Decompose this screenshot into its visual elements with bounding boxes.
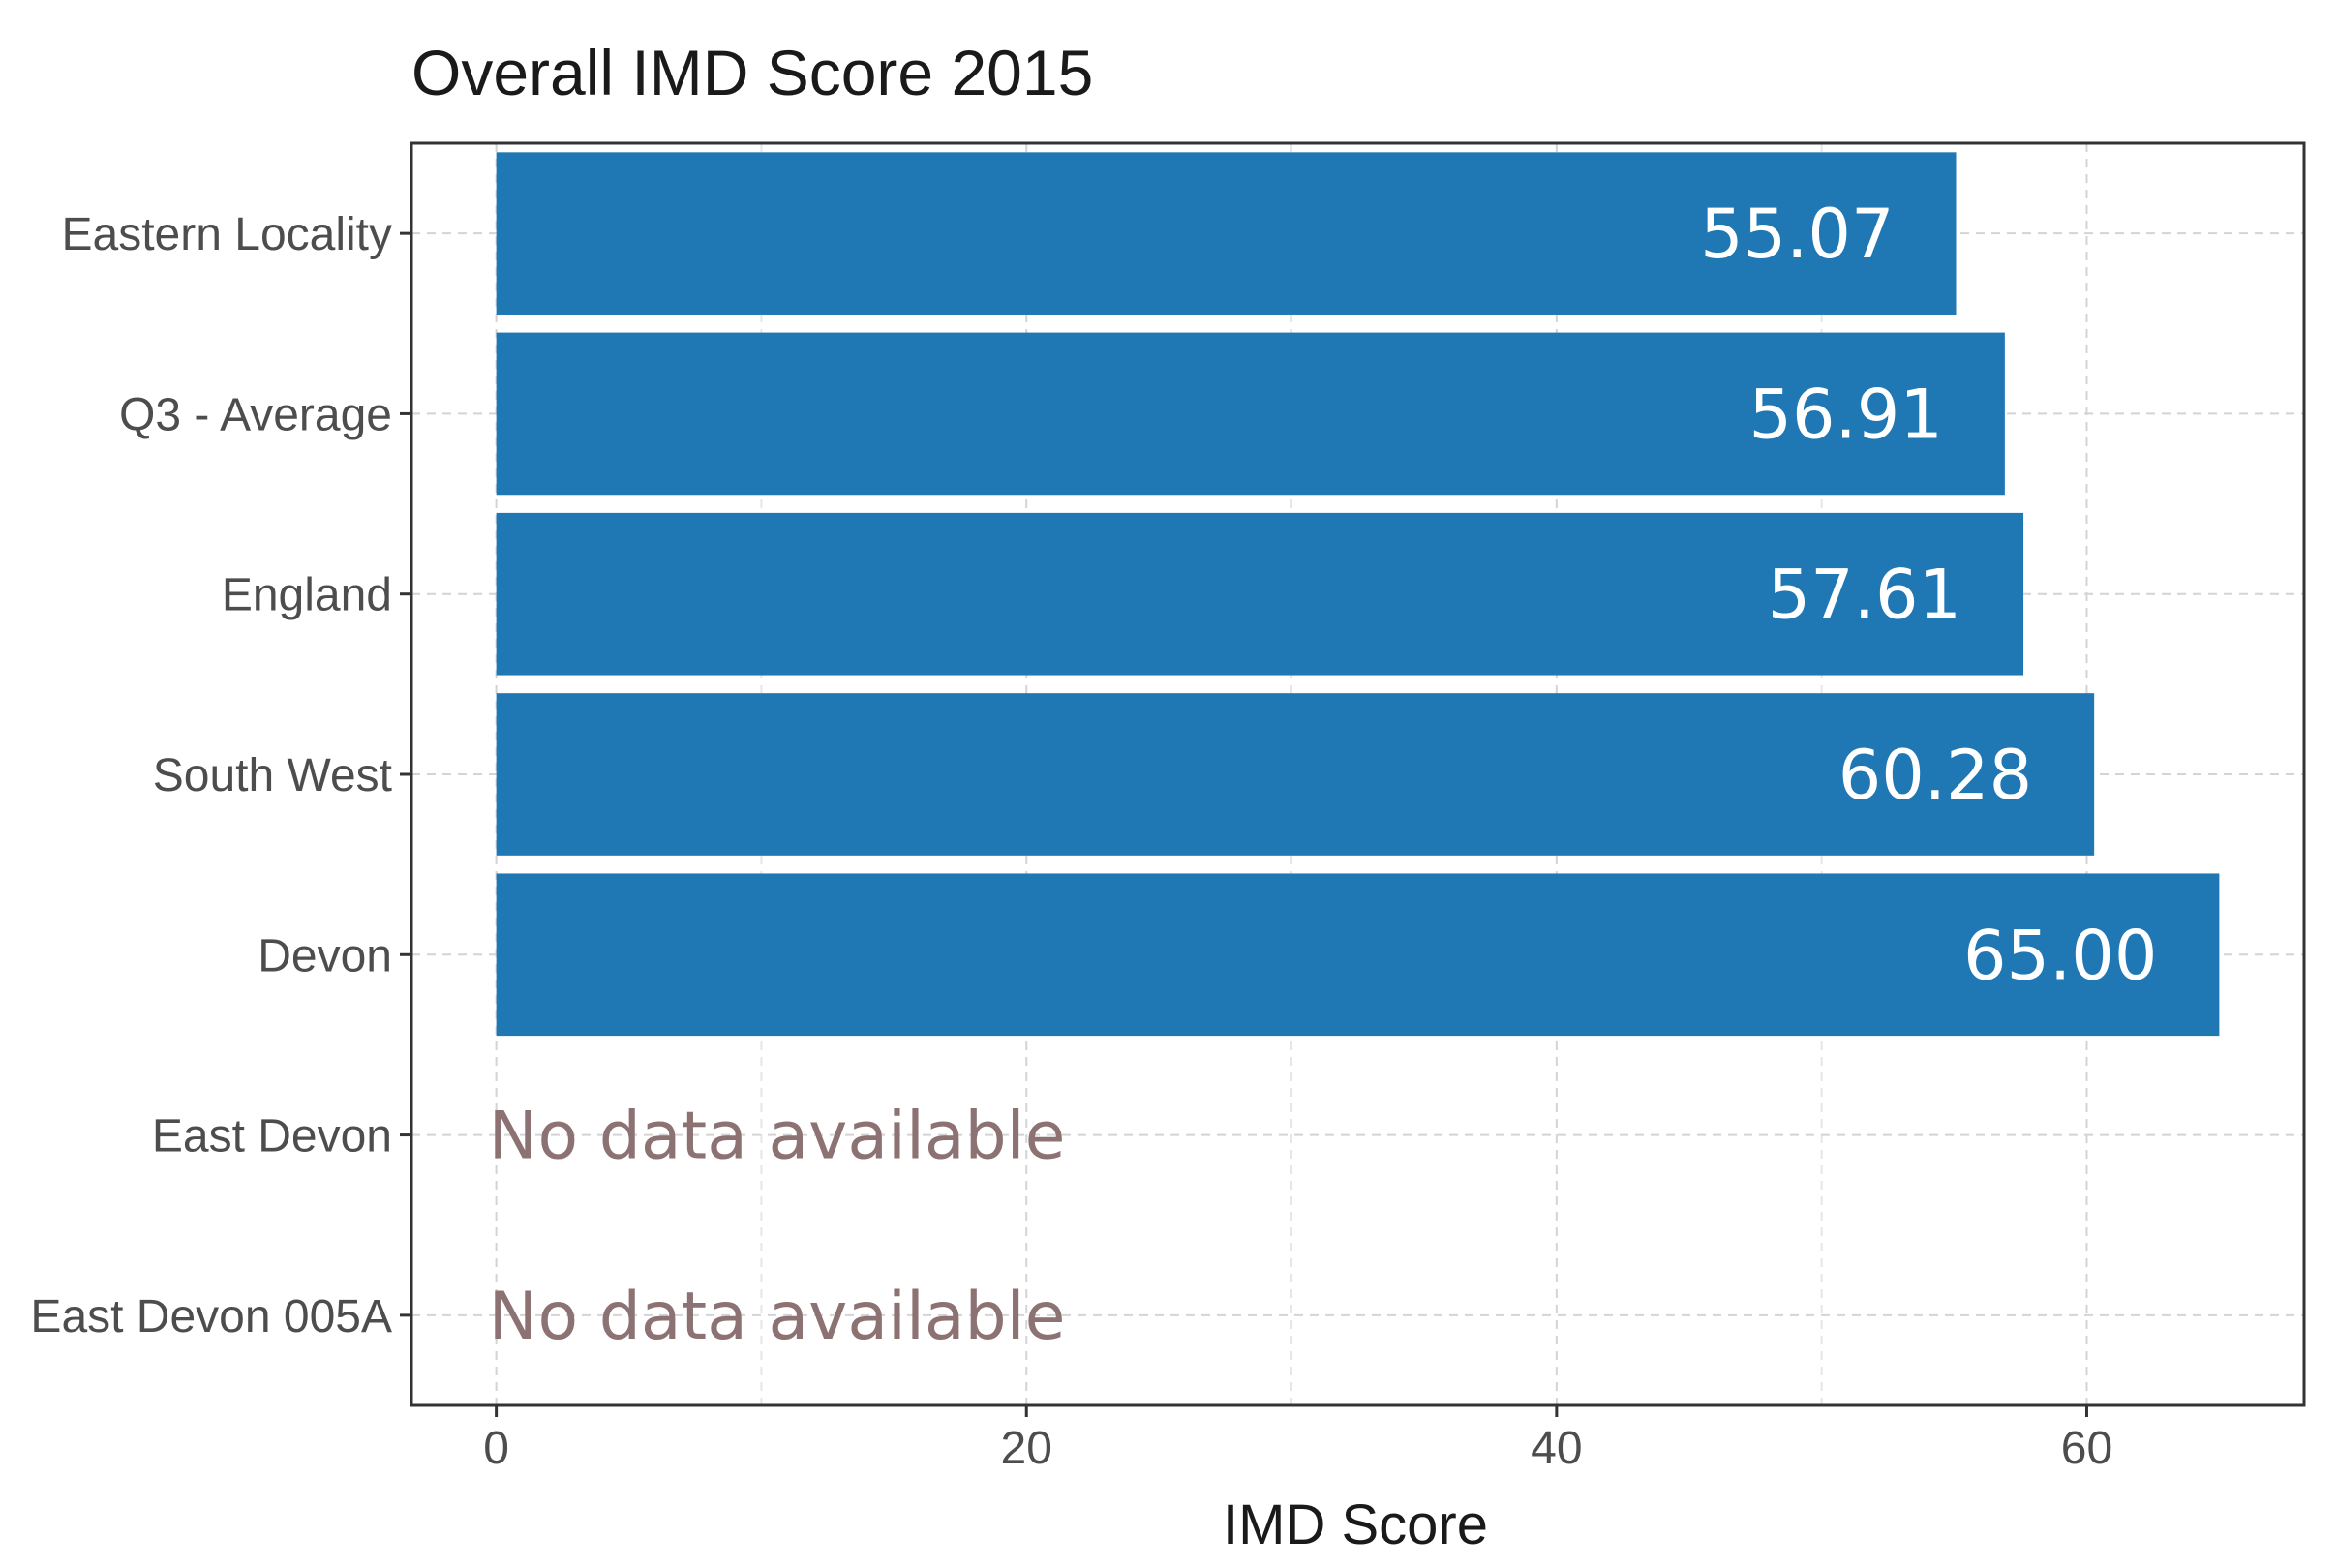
y-tick-label: England [222, 570, 392, 621]
x-tick-label: 40 [1531, 1423, 1582, 1474]
x-tick-label: 20 [1001, 1423, 1052, 1474]
bar-value-label: 65.00 [1963, 916, 2157, 995]
y-tick-label: South West [153, 750, 392, 801]
bar [496, 332, 2005, 496]
x-tick-label: 60 [2061, 1423, 2112, 1474]
bar-value-label: 60.28 [1838, 736, 2032, 815]
bar [496, 512, 2024, 676]
bar-value-label: 57.61 [1768, 556, 1961, 635]
no-data-label: No data available [489, 1099, 1066, 1175]
y-tick-label: Q3 - Average [119, 389, 392, 440]
y-tick-label: East Devon [152, 1111, 392, 1162]
no-data-label: No data available [489, 1279, 1066, 1355]
bars: 55.07 56.91 57.61 60.28 65.00 No data availab… [489, 152, 2220, 1355]
bar [496, 152, 1957, 315]
x-tick-label: 0 [483, 1423, 509, 1474]
y-tick-label: East Devon 005A [30, 1291, 392, 1342]
bar-value-label: 56.91 [1748, 375, 1942, 454]
y-tick-label: Devon [258, 930, 392, 981]
y-tick-label: Eastern Locality [61, 209, 392, 260]
chart-title: Overall IMD Score 2015 [411, 37, 1093, 108]
bar [496, 873, 2220, 1037]
axes: Eastern Locality Q3 - Average England South… [30, 209, 2112, 1474]
bar [496, 693, 2095, 856]
x-axis-title: IMD Score [1223, 1493, 1488, 1556]
bar-value-label: 55.07 [1700, 195, 1894, 274]
